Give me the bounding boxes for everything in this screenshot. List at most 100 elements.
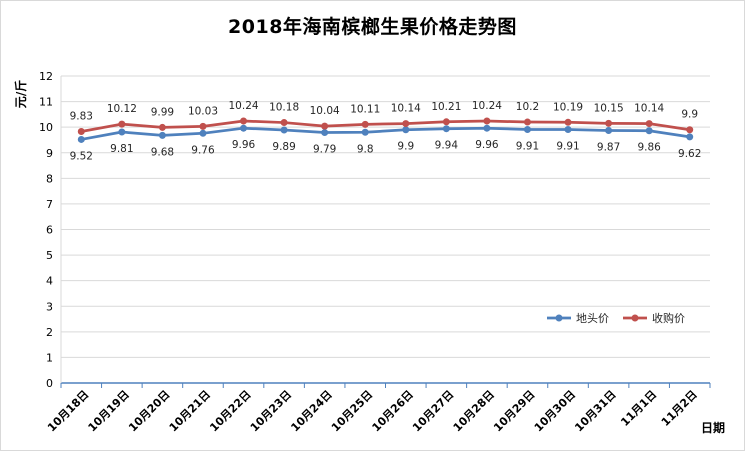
data-point	[686, 133, 694, 141]
y-tick-label: 2	[46, 326, 53, 339]
x-tick-label: 10月27日	[410, 388, 456, 434]
x-tick-label: 11月1日	[618, 388, 659, 429]
data-point	[645, 120, 653, 128]
data-point	[442, 125, 450, 133]
data-label: 9.96	[232, 139, 256, 151]
x-tick-label: 10月18日	[45, 388, 91, 434]
data-point	[442, 118, 450, 126]
chart-title: 2018年海南槟榔生果价格走势图	[228, 16, 517, 38]
data-label: 10.11	[350, 103, 380, 115]
data-label: 10.04	[310, 105, 340, 117]
y-tick-label: 9	[46, 147, 53, 160]
data-labels: 9.52 9.81 9.68 9.76 9.96 9.89 9.79 9.8 9.9 9.94 9.…	[70, 100, 702, 162]
y-axis-label: 元/斤	[13, 80, 28, 108]
data-point	[199, 122, 207, 130]
legend-entry: 收购价	[652, 311, 685, 325]
data-label: 9.87	[597, 141, 620, 153]
data-point	[402, 120, 410, 128]
x-tick-label: 10月24日	[288, 388, 334, 434]
y-tick-label: 0	[46, 377, 53, 390]
data-point	[321, 129, 329, 137]
x-tick-label: 10月26日	[369, 388, 415, 434]
data-point	[523, 125, 531, 133]
data-label: 9.89	[272, 141, 295, 153]
series-layer	[77, 117, 694, 143]
x-tick-label: 10月28日	[451, 388, 497, 434]
legend-marker	[631, 314, 639, 322]
data-point	[240, 124, 248, 132]
y-tick-label: 3	[46, 300, 53, 313]
x-tick-label: 10月20日	[126, 388, 172, 434]
data-label: 9.91	[516, 140, 539, 152]
data-label: 10.14	[391, 103, 421, 115]
data-label: 9.76	[191, 144, 215, 156]
data-point	[361, 120, 369, 128]
data-point	[564, 118, 572, 126]
data-point	[564, 125, 572, 133]
data-point	[77, 128, 85, 136]
data-label: 9.68	[151, 146, 174, 158]
y-tick-label: 1	[46, 351, 53, 364]
y-tick-label: 8	[46, 172, 53, 185]
x-tick-label: 10月19日	[86, 388, 132, 434]
data-label: 9.83	[70, 111, 93, 123]
y-tick-label: 10	[39, 121, 53, 134]
data-label: 9.79	[313, 144, 336, 156]
data-point	[321, 122, 329, 130]
data-label: 10.2	[516, 101, 539, 113]
x-tick-label: 10月30日	[532, 388, 578, 434]
data-label: 9.62	[678, 148, 701, 160]
data-point	[240, 117, 248, 125]
data-point	[118, 128, 126, 136]
x-tick-label: 11月2日	[659, 388, 700, 429]
data-point	[402, 126, 410, 134]
data-point	[280, 119, 288, 127]
data-label: 10.15	[594, 102, 624, 114]
x-tick-label: 10月25日	[329, 388, 375, 434]
x-tick-label: 10月22日	[207, 388, 253, 434]
data-label: 9.9	[681, 109, 698, 121]
y-tick-label: 7	[46, 198, 53, 211]
data-label: 10.03	[188, 105, 218, 117]
x-axis-label: 日期	[701, 420, 725, 435]
data-label: 10.24	[229, 100, 259, 112]
data-point	[118, 120, 126, 128]
data-point	[686, 126, 694, 134]
data-point	[483, 117, 491, 125]
x-tick-label: 10月21日	[167, 388, 213, 434]
data-label: 10.12	[107, 103, 137, 115]
data-point	[158, 131, 166, 139]
data-point	[605, 126, 613, 134]
data-label: 9.96	[475, 139, 499, 151]
data-label: 9.94	[435, 140, 459, 152]
data-label: 9.99	[151, 106, 174, 118]
data-point	[77, 135, 85, 143]
data-label: 9.9	[397, 141, 414, 153]
legend-marker	[555, 314, 563, 322]
y-tick-label: 4	[46, 275, 53, 288]
data-label: 10.14	[634, 103, 664, 115]
data-point	[280, 126, 288, 134]
y-tick-label: 11	[39, 96, 53, 109]
data-label: 9.81	[110, 143, 133, 155]
data-point	[199, 129, 207, 137]
data-label: 10.24	[472, 100, 502, 112]
data-label: 10.21	[431, 101, 461, 113]
data-label: 10.19	[553, 101, 583, 113]
series-line	[81, 126, 690, 141]
data-point	[645, 127, 653, 135]
data-label: 10.18	[269, 102, 299, 114]
data-label: 9.91	[556, 140, 579, 152]
y-tick-label: 6	[46, 224, 53, 237]
data-point	[361, 128, 369, 136]
legend: 地头价 收购价	[547, 311, 685, 325]
x-tick-label: 10月31日	[572, 388, 618, 434]
data-label: 9.8	[357, 143, 374, 155]
data-point	[523, 118, 531, 126]
data-point	[483, 124, 491, 132]
legend-entry: 地头价	[576, 312, 609, 325]
data-label: 9.52	[70, 150, 93, 162]
